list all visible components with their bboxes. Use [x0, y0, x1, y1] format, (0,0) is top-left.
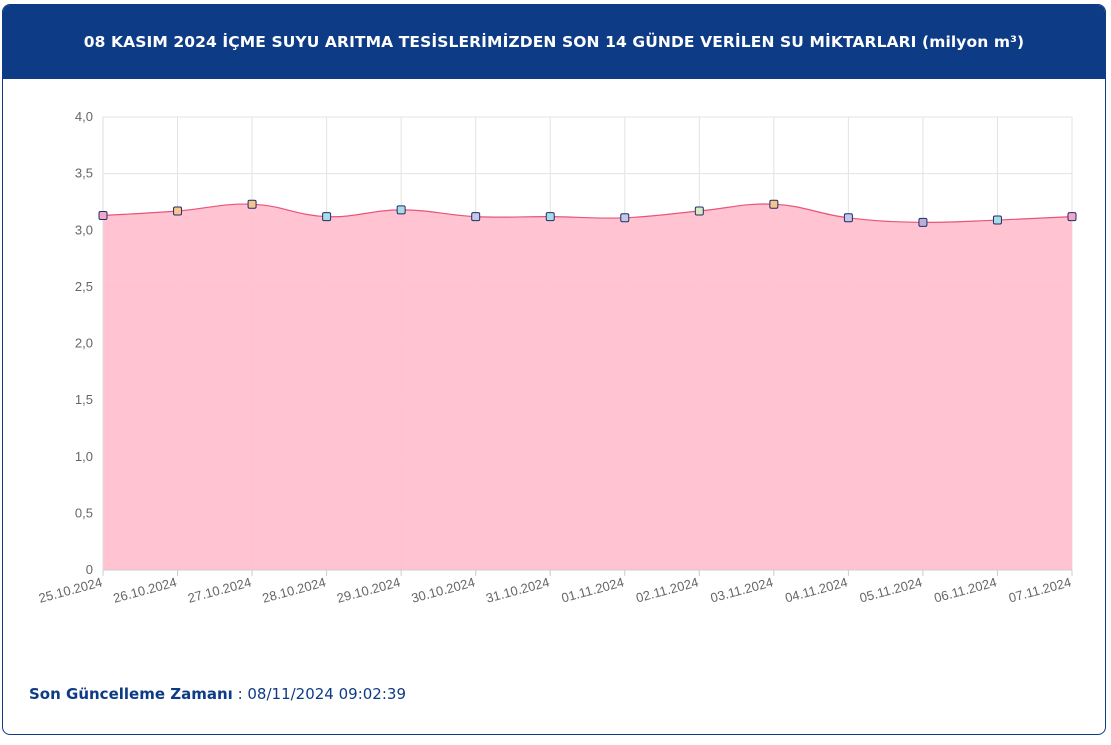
- x-tick-label: 05.11.2024: [858, 574, 924, 605]
- x-tick-label: 07.11.2024: [1007, 574, 1073, 605]
- x-tick-label: 26.10.2024: [112, 574, 179, 605]
- data-point: [471, 212, 481, 222]
- data-point: [992, 215, 1002, 225]
- x-tick-label: 03.11.2024: [709, 574, 775, 605]
- y-tick-label: 1,0: [75, 449, 93, 464]
- area-chart: 0 0,5 1,0 1,5 2,0 2,5 3,0 3,5 4,0 25.10.2024 26.10…: [37, 109, 1077, 606]
- series-line: [102, 203, 1073, 224]
- chart-header: 08 KASIM 2024 İÇME SUYU ARITMA TESİSLERİ…: [3, 5, 1105, 79]
- data-point: [694, 206, 704, 216]
- x-tick-label: 02.11.2024: [634, 574, 700, 605]
- last-updated: Son Güncelleme Zamanı : 08/11/2024 09:02…: [29, 685, 406, 703]
- data-point: [1067, 212, 1077, 222]
- data-point: [322, 212, 332, 222]
- data-point: [620, 213, 630, 223]
- data-point: [843, 213, 853, 223]
- data-point: [98, 211, 108, 221]
- x-tick-label: 28.10.2024: [261, 574, 328, 605]
- x-tick-label: 31.10.2024: [484, 574, 551, 605]
- y-tick-label: 0: [86, 562, 93, 577]
- x-tick-label: 25.10.2024: [37, 574, 104, 605]
- x-tick-label: 01.11.2024: [560, 574, 626, 605]
- y-tick-label: 2,5: [75, 279, 93, 294]
- data-point: [545, 212, 555, 222]
- y-tick-label: 0,5: [75, 505, 93, 520]
- chart-card: 08 KASIM 2024 İÇME SUYU ARITMA TESİSLERİ…: [2, 4, 1106, 735]
- chart-title: 08 KASIM 2024 İÇME SUYU ARITMA TESİSLERİ…: [83, 33, 1025, 51]
- data-point: [769, 199, 779, 209]
- x-tick-label: 30.10.2024: [410, 574, 477, 605]
- x-tick-label: 29.10.2024: [335, 574, 402, 605]
- data-point: [918, 217, 928, 227]
- x-tick-label: 04.11.2024: [783, 574, 849, 605]
- series-area: [103, 203, 1072, 571]
- last-updated-label: Son Güncelleme Zamanı: [29, 685, 233, 703]
- last-updated-value: 08/11/2024 09:02:39: [247, 685, 406, 703]
- chart-area: 0 0,5 1,0 1,5 2,0 2,5 3,0 3,5 4,0 25.10.2024 26.10…: [3, 79, 1105, 639]
- y-tick-label: 2,0: [75, 336, 93, 351]
- y-tick-label: 4,0: [75, 109, 93, 124]
- x-tick-label: 27.10.2024: [186, 574, 253, 605]
- data-point: [173, 206, 183, 216]
- data-point: [247, 199, 257, 209]
- last-updated-separator: :: [232, 685, 248, 703]
- y-tick-label: 3,0: [75, 222, 93, 237]
- y-tick-label: 1,5: [75, 392, 93, 407]
- x-tick-label: 06.11.2024: [932, 574, 998, 605]
- y-tick-label: 3,5: [75, 166, 93, 181]
- data-point: [396, 205, 406, 215]
